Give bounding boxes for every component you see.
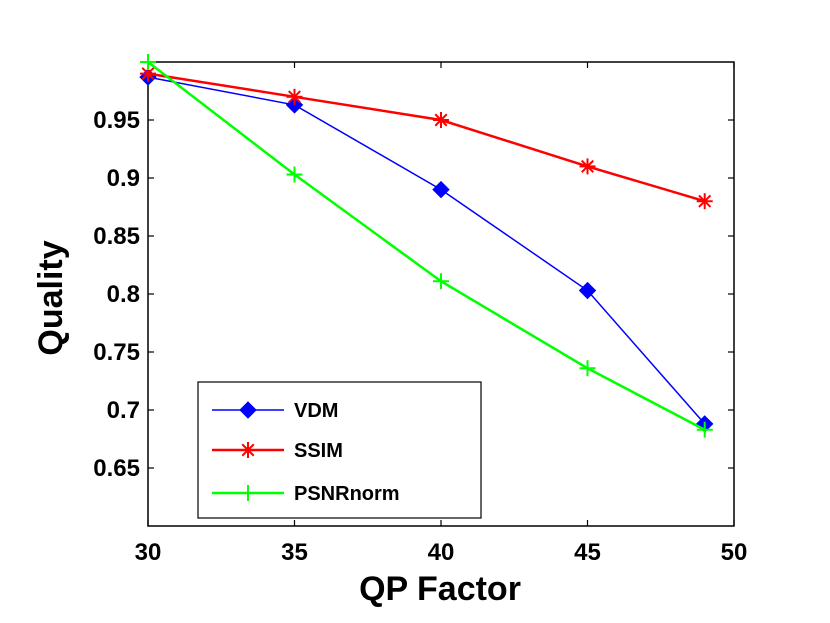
- legend-marker-ssim: [240, 442, 256, 458]
- x-tick-label: 40: [428, 539, 455, 566]
- data-point-vdm: [432, 180, 450, 199]
- data-point-ssim: [579, 158, 596, 175]
- x-tick-label: 30: [135, 539, 162, 566]
- x-axis-title: QP Factor: [359, 570, 521, 608]
- data-point-ssim: [696, 193, 713, 210]
- y-tick-label: 0.85: [93, 223, 140, 250]
- y-tick-label: 0.7: [107, 397, 140, 424]
- series-group: [139, 54, 714, 438]
- y-tick-label: 0.95: [93, 107, 140, 134]
- data-point-psnrnorm: [579, 360, 596, 377]
- series-ssim: [140, 65, 713, 210]
- y-tick-label: 0.65: [93, 455, 140, 482]
- y-axis-title: Quality: [32, 240, 70, 355]
- x-tick-label: 45: [574, 539, 601, 566]
- data-point-vdm: [578, 281, 597, 300]
- data-point-ssim: [286, 88, 303, 105]
- data-point-psnrnorm: [696, 421, 713, 438]
- legend-label-psnrnorm: PSNRnorm: [294, 483, 400, 505]
- legend-marker-vdm: [239, 401, 257, 419]
- data-point-psnrnorm: [286, 166, 303, 183]
- y-tick-label: 0.9: [107, 165, 140, 192]
- series-psnrnorm: [140, 54, 713, 438]
- y-tick-label: 0.75: [93, 339, 140, 366]
- legend-label-vdm: VDM: [294, 400, 338, 422]
- x-tick-label: 50: [721, 539, 748, 566]
- data-point-psnrnorm: [140, 54, 156, 70]
- legend-label-ssim: SSIM: [294, 440, 343, 462]
- data-point-ssim: [433, 112, 449, 128]
- data-point-psnrnorm: [433, 273, 449, 290]
- legend: VDM SSIM PSNRnorm: [197, 381, 482, 519]
- axis-ticks: 30 35 40 45 50 0.65 0.7 0.75 0.8 0.85 0.9 0.95: [93, 62, 747, 566]
- y-tick-label: 0.8: [107, 281, 140, 308]
- legend-marker-psnrnorm: [240, 485, 256, 501]
- x-tick-label: 35: [281, 539, 308, 566]
